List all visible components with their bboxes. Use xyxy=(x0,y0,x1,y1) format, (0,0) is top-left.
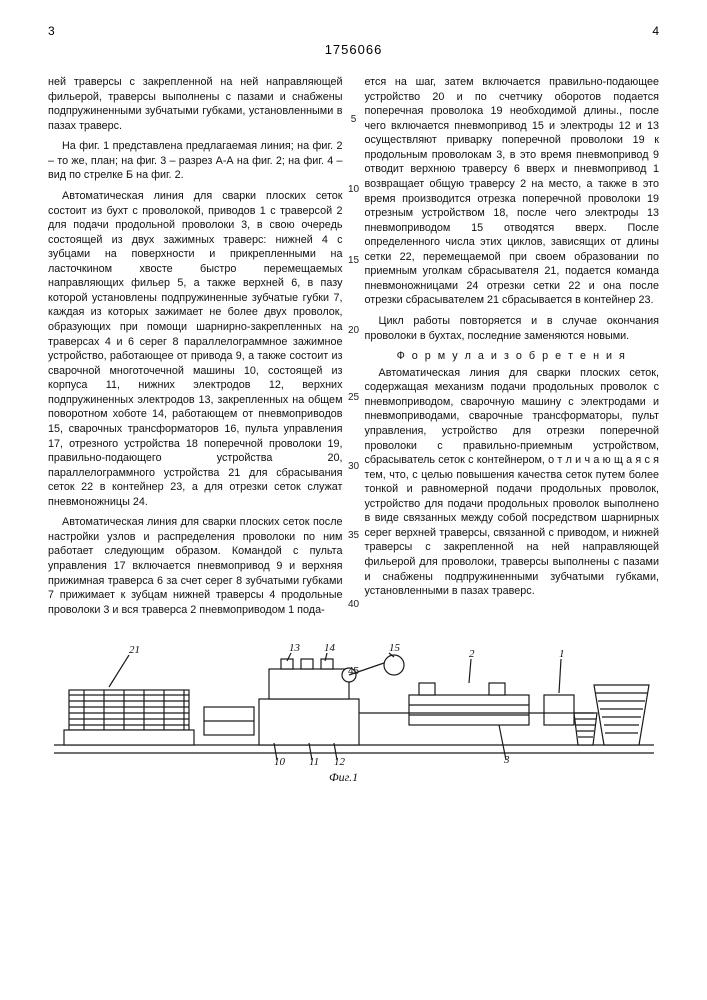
right-p3: Автоматическая линия для сварки плоских … xyxy=(365,366,660,599)
right-p1: ется на шаг, затем включается правильно-… xyxy=(365,75,660,308)
line-number: 35 xyxy=(343,530,365,541)
figure-label: 13 xyxy=(289,642,301,654)
page-number-row: 3 4 xyxy=(48,24,659,38)
line-number: 25 xyxy=(343,392,365,403)
line-number: 10 xyxy=(343,184,365,195)
figure-label: 21 xyxy=(129,644,140,656)
page-number-right: 4 xyxy=(652,24,659,38)
figure-label: 1 xyxy=(559,648,565,660)
figure-label: 15 xyxy=(389,642,401,654)
page-number-left: 3 xyxy=(48,24,55,38)
formula-title: Ф о р м у л а и з о б р е т е н и я xyxy=(365,349,660,364)
left-p4: Автоматическая линия для сварки плоских … xyxy=(48,515,343,617)
figure-label: 11 xyxy=(309,756,319,768)
page: 3 4 1756066 5 10 15 20 25 30 35 40 45 ней травер… xyxy=(0,0,707,1000)
figure-label: 3 xyxy=(503,754,510,766)
right-p2: Цикл работы повторяется и в случае оконч… xyxy=(365,314,660,343)
left-column: ней траверсы с закрепленной на ней напра… xyxy=(48,75,343,623)
line-number: 45 xyxy=(343,666,365,677)
figure-label: 10 xyxy=(274,756,286,768)
right-column: ется на шаг, затем включается правильно-… xyxy=(365,75,660,623)
line-number: 40 xyxy=(343,599,365,610)
svg-text:Фиг.1: Фиг.1 xyxy=(329,770,358,784)
left-p3: Автоматическая линия для сварки плоских … xyxy=(48,189,343,509)
document-number: 1756066 xyxy=(48,42,659,57)
line-number: 5 xyxy=(343,114,365,125)
line-number: 15 xyxy=(343,255,365,266)
line-number-gutter: 5 10 15 20 25 30 35 40 45 xyxy=(343,68,365,677)
line-number: 30 xyxy=(343,461,365,472)
figure-label: 14 xyxy=(324,642,336,654)
line-number: 20 xyxy=(343,325,365,336)
left-p2: На фиг. 1 представлена предлагаемая лини… xyxy=(48,139,343,183)
figure-label: 2 xyxy=(469,648,475,660)
figure-label: 12 xyxy=(334,756,346,768)
left-p1: ней траверсы с закрепленной на ней напра… xyxy=(48,75,343,133)
